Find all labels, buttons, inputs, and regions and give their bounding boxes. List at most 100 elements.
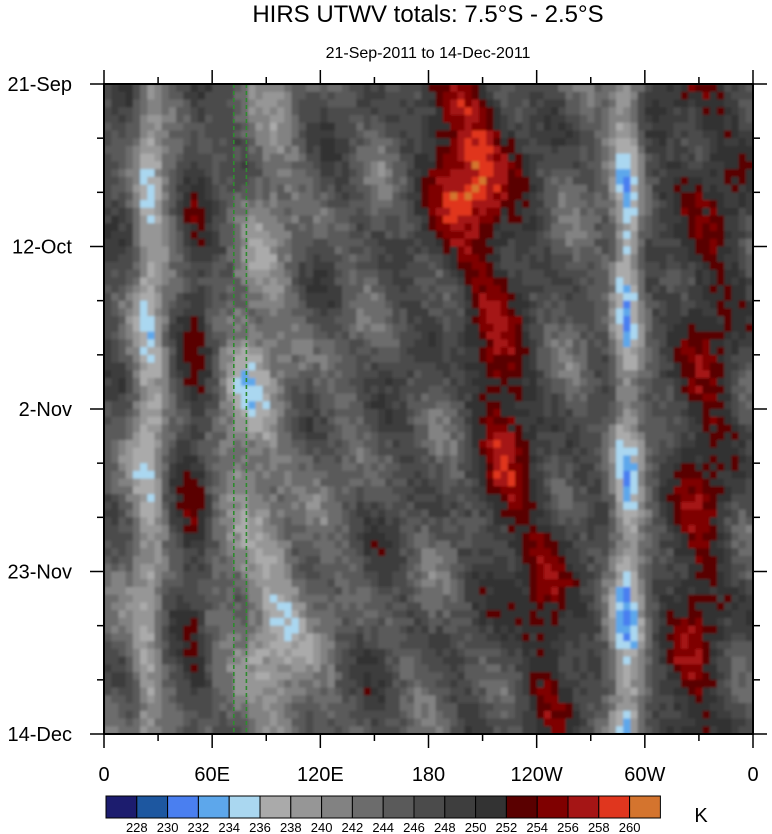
heatmap-cell <box>132 316 141 325</box>
heatmap-cell <box>118 409 127 418</box>
heatmap-cell <box>341 323 350 333</box>
heatmap-cell <box>298 501 307 511</box>
heatmap-cell <box>204 447 213 457</box>
heatmap-cell <box>284 331 293 340</box>
heatmap-cell <box>176 494 184 503</box>
heatmap-cell <box>551 409 559 418</box>
heatmap-cell <box>608 439 617 449</box>
heatmap-cell <box>522 246 531 255</box>
heatmap-cell <box>486 107 494 116</box>
heatmap-cell <box>450 323 458 333</box>
heatmap-cell <box>702 231 711 240</box>
heatmap-cell <box>161 254 170 263</box>
heatmap-cell <box>608 254 617 263</box>
heatmap-cell <box>515 470 523 480</box>
heatmap-cell <box>428 439 437 449</box>
heatmap-cell <box>399 122 408 132</box>
heatmap-cell <box>118 478 127 487</box>
heatmap-cell <box>666 254 675 263</box>
heatmap-cell <box>284 114 293 124</box>
heatmap-cell <box>522 439 531 449</box>
heatmap-cell <box>471 261 480 271</box>
heatmap-cell <box>673 331 682 340</box>
heatmap-cell <box>486 261 494 271</box>
heatmap-cell <box>313 370 321 379</box>
heatmap-cell <box>659 409 668 418</box>
heatmap-cell <box>125 122 134 132</box>
heatmap-cell <box>277 308 285 317</box>
heatmap-cell <box>428 277 437 286</box>
heatmap-cell <box>731 331 740 340</box>
heatmap-cell <box>176 347 184 356</box>
heatmap-cell <box>291 509 300 518</box>
heatmap-cell <box>738 99 747 108</box>
heatmap-cell <box>601 447 610 457</box>
heatmap-cell <box>320 114 329 124</box>
heatmap-cell <box>147 447 156 457</box>
heatmap-cell <box>464 169 473 178</box>
heatmap-cell <box>111 409 120 418</box>
heatmap-cell <box>594 308 603 317</box>
heatmap-cell <box>738 153 747 162</box>
heatmap-cell <box>305 393 314 402</box>
heatmap-cell <box>327 501 336 511</box>
heatmap-cell <box>204 401 213 410</box>
heatmap-cell <box>363 401 372 410</box>
heatmap-cell <box>154 347 163 356</box>
heatmap-cell <box>378 261 386 271</box>
heatmap-cell <box>457 432 466 441</box>
heatmap-cell <box>414 91 422 101</box>
heatmap-cell <box>248 122 257 132</box>
heatmap-cell <box>118 486 127 495</box>
heatmap-cell <box>356 99 365 108</box>
heatmap-cell <box>659 285 668 294</box>
heatmap-cell <box>363 416 372 426</box>
heatmap-cell <box>262 169 271 178</box>
heatmap-cell <box>262 84 271 93</box>
heatmap-cell <box>190 114 199 124</box>
heatmap-cell <box>277 378 285 387</box>
heatmap-cell <box>125 378 134 387</box>
heatmap-cell <box>421 501 430 511</box>
heatmap-cell <box>579 145 588 155</box>
heatmap-cell <box>688 169 696 178</box>
heatmap-cell <box>522 447 531 457</box>
heatmap-cell <box>478 432 487 441</box>
heatmap-cell <box>673 501 682 511</box>
heatmap-cell <box>255 238 264 248</box>
heatmap-cell <box>507 401 516 410</box>
heatmap-cell <box>637 424 646 433</box>
heatmap-cell <box>558 269 567 279</box>
heatmap-cell <box>168 161 177 170</box>
heatmap-cell <box>543 231 552 240</box>
heatmap-cell <box>269 416 278 426</box>
heatmap-cell <box>284 501 293 511</box>
heatmap-cell <box>486 494 494 503</box>
heatmap-cell <box>168 416 177 426</box>
heatmap-cell <box>385 161 394 170</box>
heatmap-cell <box>558 354 567 364</box>
heatmap-cell <box>522 486 531 495</box>
heatmap-cell <box>507 486 516 495</box>
heatmap-cell <box>601 323 610 333</box>
heatmap-cell <box>623 416 632 426</box>
heatmap-cell <box>327 169 336 178</box>
heatmap-cell <box>291 114 300 124</box>
heatmap-cell <box>450 439 458 449</box>
heatmap-cell <box>125 316 134 325</box>
heatmap-cell <box>558 138 567 147</box>
heatmap-cell <box>147 292 156 302</box>
heatmap-cell <box>493 463 502 472</box>
heatmap-cell <box>248 269 257 279</box>
heatmap-cell <box>716 478 725 487</box>
heatmap-cell <box>190 409 199 418</box>
heatmap-cell <box>688 370 696 379</box>
heatmap-cell <box>378 316 386 325</box>
heatmap-cell <box>652 409 660 418</box>
heatmap-cell <box>262 300 271 310</box>
heatmap-cell <box>464 331 473 340</box>
heatmap-cell <box>132 393 141 402</box>
heatmap-cell <box>435 254 444 263</box>
heatmap-cell <box>378 107 386 116</box>
heatmap-cell <box>615 494 624 503</box>
